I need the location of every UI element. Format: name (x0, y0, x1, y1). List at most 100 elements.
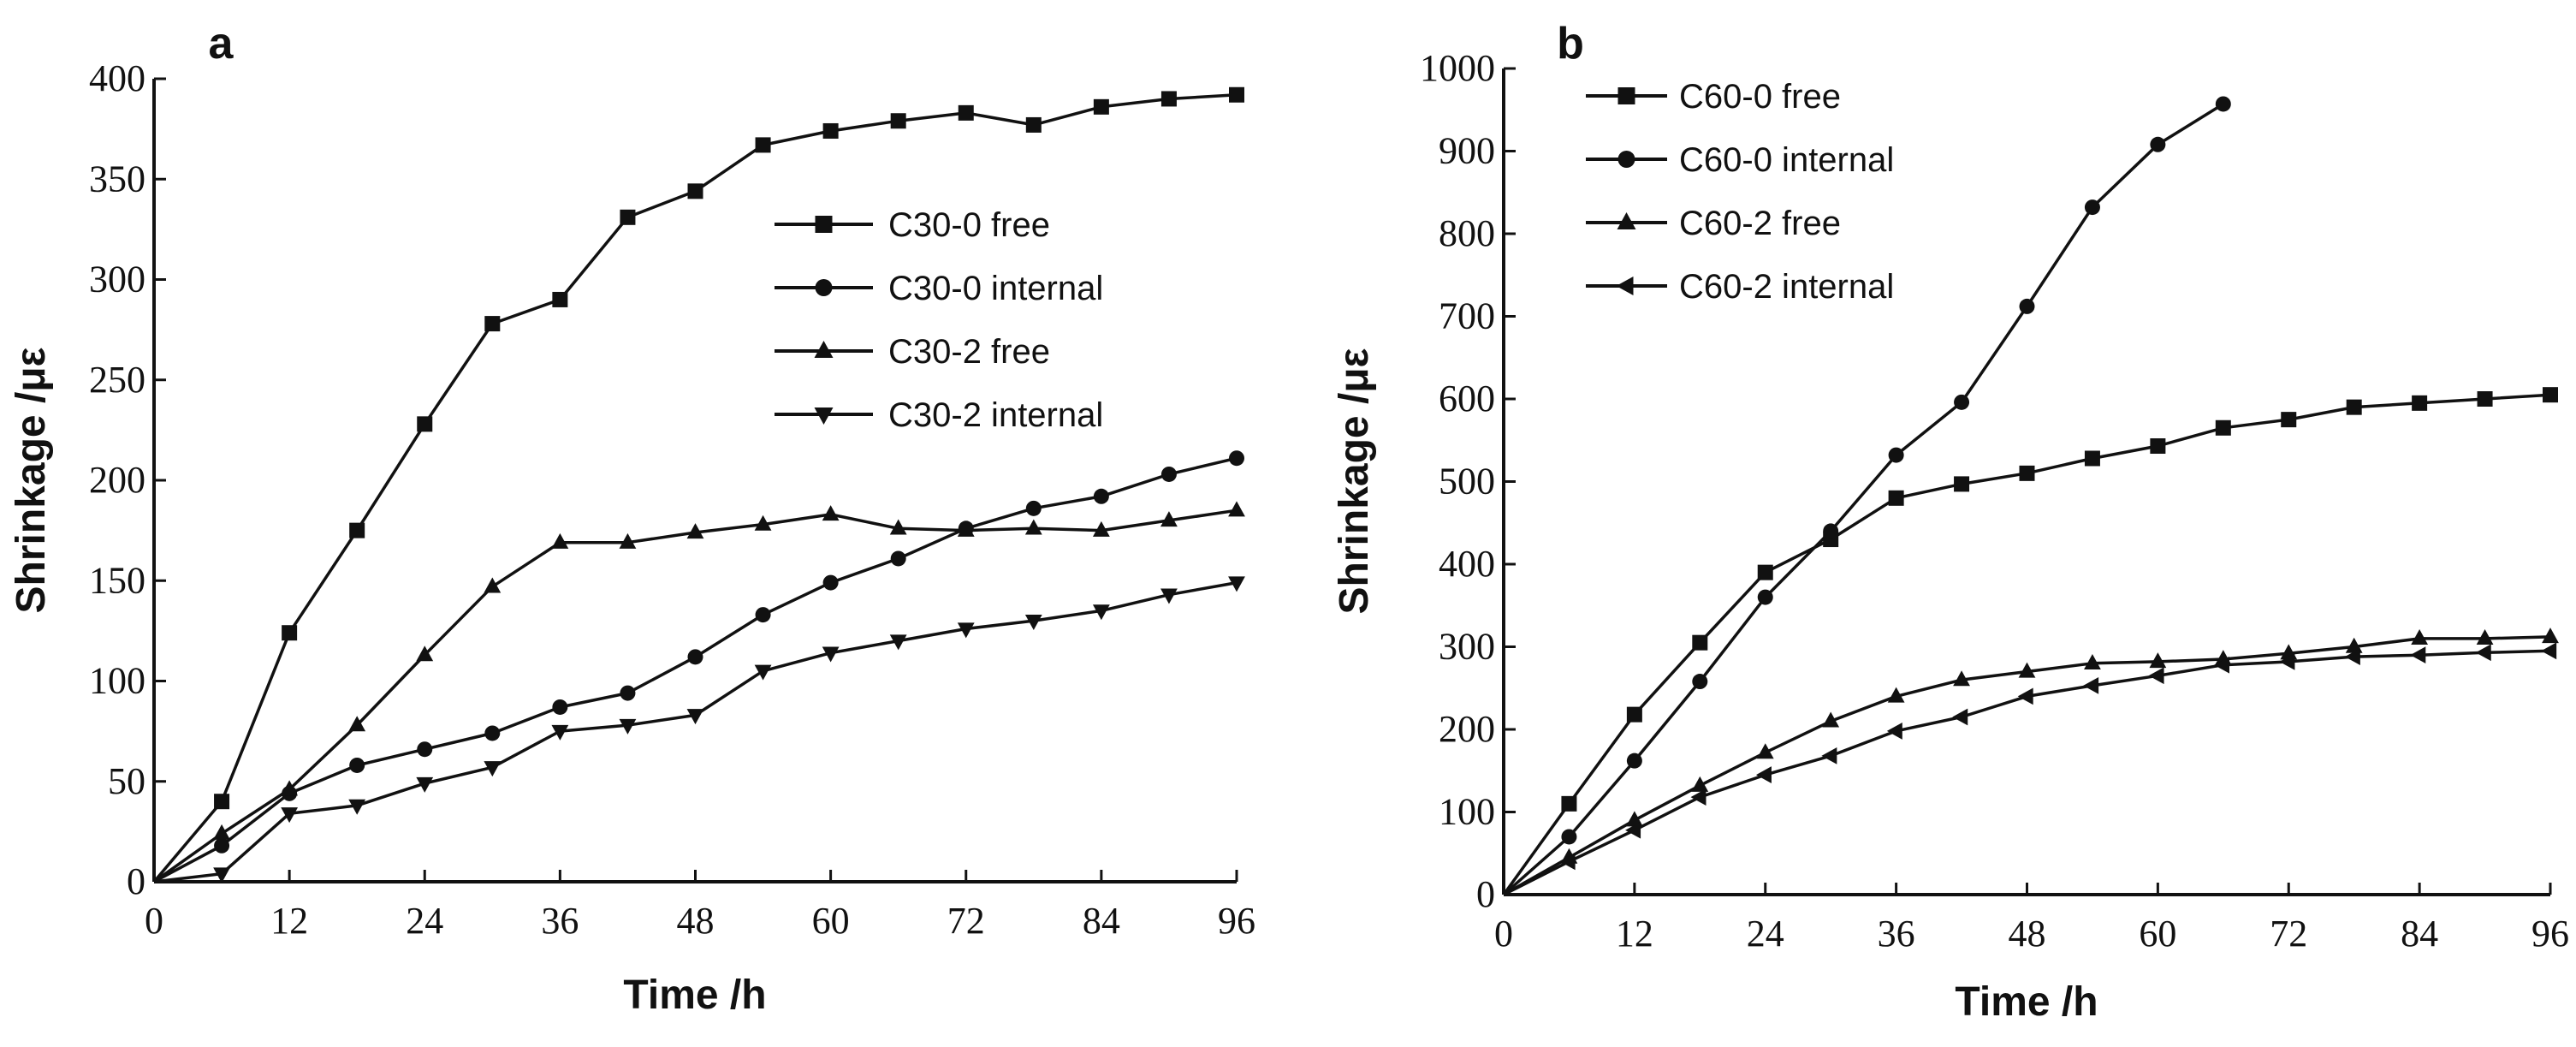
data-point (686, 523, 704, 539)
data-point (1160, 466, 1177, 482)
data-point (2148, 667, 2164, 685)
data-point (1160, 91, 1177, 107)
data-point (2084, 199, 2100, 216)
data-point (1229, 450, 1244, 467)
panel-letter: a (209, 19, 234, 68)
x-tick-label: 12 (1616, 913, 1653, 955)
y-axis-label: Shrinkage /με (9, 347, 54, 613)
data-point (2542, 628, 2559, 644)
series-c30-2-free (152, 501, 1245, 883)
data-point (1822, 711, 1840, 728)
x-tick-label: 72 (2270, 913, 2307, 955)
data-point (1755, 766, 1772, 783)
x-tick-label: 60 (2139, 913, 2176, 955)
legend-label: C60-0 internal (1679, 141, 1894, 179)
data-point (2279, 652, 2295, 670)
data-point (551, 532, 569, 549)
panel-letter: b (1557, 19, 1584, 68)
legend-label: C30-2 free (888, 333, 1050, 371)
y-tick-label: 100 (89, 660, 145, 702)
data-point (1024, 519, 1042, 535)
data-point (2150, 136, 2166, 152)
y-tick-label: 700 (1439, 295, 1495, 337)
x-tick-label: 96 (2531, 913, 2569, 955)
data-point (957, 622, 975, 639)
legend-marker (815, 279, 833, 296)
x-tick-label: 60 (812, 900, 850, 942)
series-line (152, 509, 1238, 883)
data-point (1756, 743, 1774, 759)
legend-label: C30-0 internal (888, 270, 1103, 307)
data-point (349, 757, 365, 773)
x-axis-label: Time /h (623, 973, 766, 1018)
data-point (2150, 438, 2166, 455)
data-point (348, 799, 366, 815)
data-point (958, 104, 974, 121)
y-tick-label: 100 (1439, 791, 1495, 833)
legend: C30-0 free C30-0 internal C30-2 free C30-2 … (775, 206, 1103, 434)
data-point (1888, 490, 1904, 506)
data-point (2411, 629, 2429, 645)
data-point (889, 634, 907, 651)
y-tick-label: 200 (1439, 708, 1495, 750)
data-point (2410, 646, 2426, 664)
x-tick-label: 0 (145, 900, 163, 942)
data-point (213, 867, 230, 883)
data-point (755, 137, 771, 153)
data-point (1625, 811, 1643, 827)
x-tick-label: 36 (1878, 913, 1915, 955)
data-point (349, 522, 365, 538)
data-point (2019, 465, 2035, 481)
data-point (1626, 753, 1642, 769)
data-point (687, 183, 703, 199)
data-point (348, 716, 366, 732)
data-point (1821, 747, 1837, 764)
data-point (2476, 629, 2494, 645)
data-point (1228, 576, 1245, 592)
data-point (214, 794, 230, 810)
legend-label: C30-2 internal (888, 396, 1103, 434)
x-tick-label: 24 (1747, 913, 1784, 955)
y-tick-label: 0 (1476, 873, 1495, 915)
data-point (1092, 604, 1110, 621)
series-c30-2-internal (153, 576, 1245, 883)
y-tick-label: 250 (89, 359, 145, 401)
data-point (1559, 853, 1576, 871)
data-point (822, 505, 840, 521)
data-point (1625, 821, 1641, 839)
data-point (1757, 589, 1773, 605)
x-tick-label: 12 (270, 900, 308, 942)
legend-label: C60-0 free (1679, 78, 1841, 116)
y-tick-label: 900 (1439, 130, 1495, 172)
series-line (1502, 103, 2224, 896)
data-point (2475, 644, 2491, 662)
data-point (1229, 86, 1244, 103)
data-point (416, 645, 434, 662)
data-point (1160, 588, 1178, 604)
data-point (754, 515, 772, 531)
x-tick-label: 36 (541, 900, 579, 942)
data-point (214, 837, 230, 854)
data-point (552, 699, 568, 715)
data-point (687, 649, 703, 665)
data-point (282, 625, 298, 641)
x-tick-label: 96 (1218, 900, 1255, 942)
y-tick-label: 400 (89, 57, 145, 99)
data-point (1690, 788, 1706, 806)
data-point (417, 741, 433, 758)
legend-marker (1616, 277, 1634, 295)
data-point (890, 550, 906, 567)
data-point (1024, 614, 1042, 630)
legend: C60-0 free C60-0 internal C60-2 free C60-2 … (1586, 78, 1894, 306)
data-point (2543, 387, 2558, 403)
series-c60-0-internal (1502, 96, 2231, 896)
data-point (281, 780, 299, 796)
data-point (620, 685, 636, 701)
series-line (153, 580, 1238, 883)
data-point (2215, 96, 2231, 112)
legend-marker (815, 216, 833, 233)
data-point (1886, 723, 1902, 740)
x-tick-label: 48 (677, 900, 715, 942)
data-point (755, 607, 771, 623)
